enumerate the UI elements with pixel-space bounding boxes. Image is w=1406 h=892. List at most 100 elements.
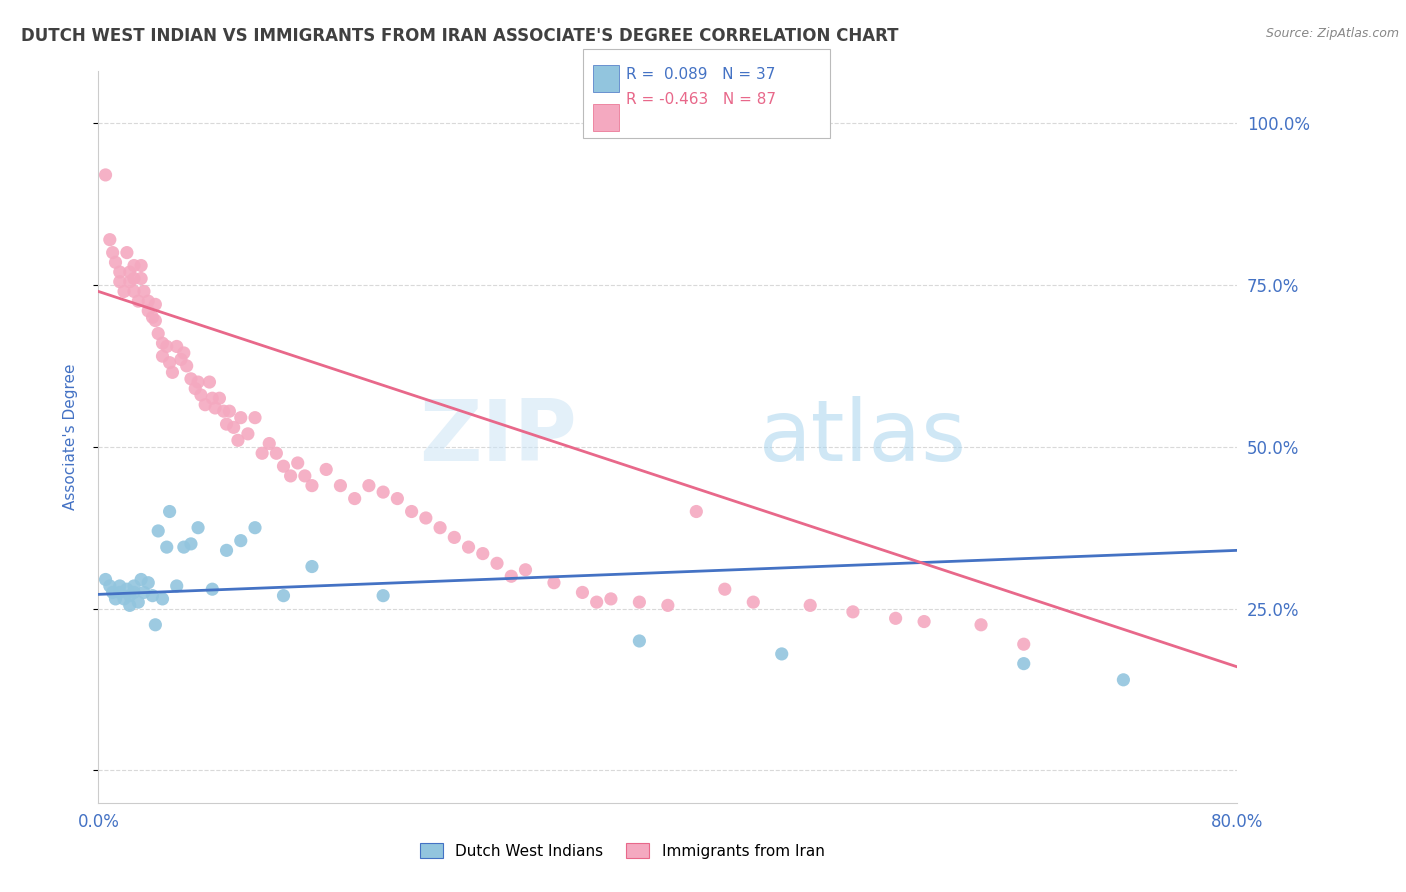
Point: [127, 294, 149, 309]
Point: [94, 573, 117, 587]
Point: [129, 271, 152, 285]
Y-axis label: Associate's Degree: Associate's Degree: [63, 364, 77, 510]
Point: [141, 589, 163, 603]
Point: [742, 595, 765, 609]
Point: [122, 579, 145, 593]
Point: [156, 339, 179, 353]
Point: [250, 446, 273, 460]
Point: [176, 359, 198, 373]
Point: [122, 585, 145, 599]
Point: [457, 540, 479, 554]
Point: [215, 543, 238, 558]
Point: [243, 410, 266, 425]
Text: ZIP: ZIP: [419, 395, 576, 479]
Point: [657, 599, 679, 613]
Point: [148, 524, 170, 538]
Point: [280, 469, 302, 483]
Point: [259, 436, 281, 450]
Point: [212, 404, 235, 418]
Point: [1012, 657, 1035, 671]
Point: [108, 579, 131, 593]
Point: [218, 404, 240, 418]
Point: [170, 352, 193, 367]
Point: [145, 297, 167, 311]
Point: [243, 521, 266, 535]
Point: [373, 589, 395, 603]
Point: [842, 605, 865, 619]
Point: [145, 313, 167, 327]
Point: [156, 540, 179, 554]
Point: [471, 547, 494, 561]
Point: [543, 575, 565, 590]
Point: [173, 540, 195, 554]
Point: [201, 391, 224, 405]
Point: [136, 294, 159, 309]
Point: [162, 365, 184, 379]
Point: [1112, 673, 1135, 687]
Point: [287, 456, 309, 470]
Point: [294, 469, 316, 483]
Legend: Dutch West Indians, Immigrants from Iran: Dutch West Indians, Immigrants from Iran: [415, 837, 831, 864]
Point: [98, 233, 121, 247]
Point: [180, 537, 202, 551]
Point: [343, 491, 366, 506]
Point: [401, 504, 423, 518]
Point: [198, 375, 221, 389]
Point: [180, 372, 202, 386]
Point: [229, 410, 252, 425]
Point: [443, 530, 465, 544]
Point: [132, 585, 155, 599]
Point: [122, 259, 145, 273]
Point: [190, 388, 212, 402]
Point: [132, 285, 155, 299]
Point: [357, 478, 380, 492]
Point: [118, 589, 141, 603]
Point: [571, 585, 593, 599]
Point: [628, 595, 651, 609]
Point: [799, 599, 821, 613]
Point: [912, 615, 935, 629]
Point: [201, 582, 224, 597]
Point: [166, 579, 188, 593]
Point: [194, 398, 217, 412]
Point: [136, 575, 159, 590]
Text: R =  0.089   N = 37: R = 0.089 N = 37: [626, 67, 775, 82]
Point: [884, 611, 907, 625]
Point: [187, 375, 209, 389]
Point: [173, 346, 195, 360]
Point: [152, 349, 174, 363]
Point: [122, 271, 145, 285]
Point: [628, 634, 651, 648]
Point: [118, 265, 141, 279]
Point: [266, 446, 288, 460]
Point: [486, 557, 509, 571]
Point: [108, 275, 131, 289]
Point: [501, 569, 523, 583]
Point: [315, 462, 337, 476]
Point: [145, 617, 167, 632]
Point: [115, 582, 138, 597]
Point: [94, 168, 117, 182]
Point: [600, 591, 623, 606]
Point: [273, 589, 295, 603]
Point: [101, 585, 124, 599]
Point: [108, 265, 131, 279]
Text: Source: ZipAtlas.com: Source: ZipAtlas.com: [1265, 27, 1399, 40]
Point: [159, 504, 181, 518]
Point: [136, 303, 159, 318]
Point: [236, 426, 259, 441]
Point: [215, 417, 238, 431]
Point: [329, 478, 352, 492]
Point: [112, 285, 135, 299]
Text: R = -0.463   N = 87: R = -0.463 N = 87: [626, 92, 776, 107]
Point: [229, 533, 252, 548]
Point: [152, 591, 174, 606]
Point: [222, 420, 245, 434]
Point: [585, 595, 607, 609]
Point: [159, 356, 181, 370]
Point: [770, 647, 793, 661]
Point: [429, 521, 451, 535]
Point: [226, 434, 249, 448]
Point: [714, 582, 737, 597]
Point: [373, 485, 395, 500]
